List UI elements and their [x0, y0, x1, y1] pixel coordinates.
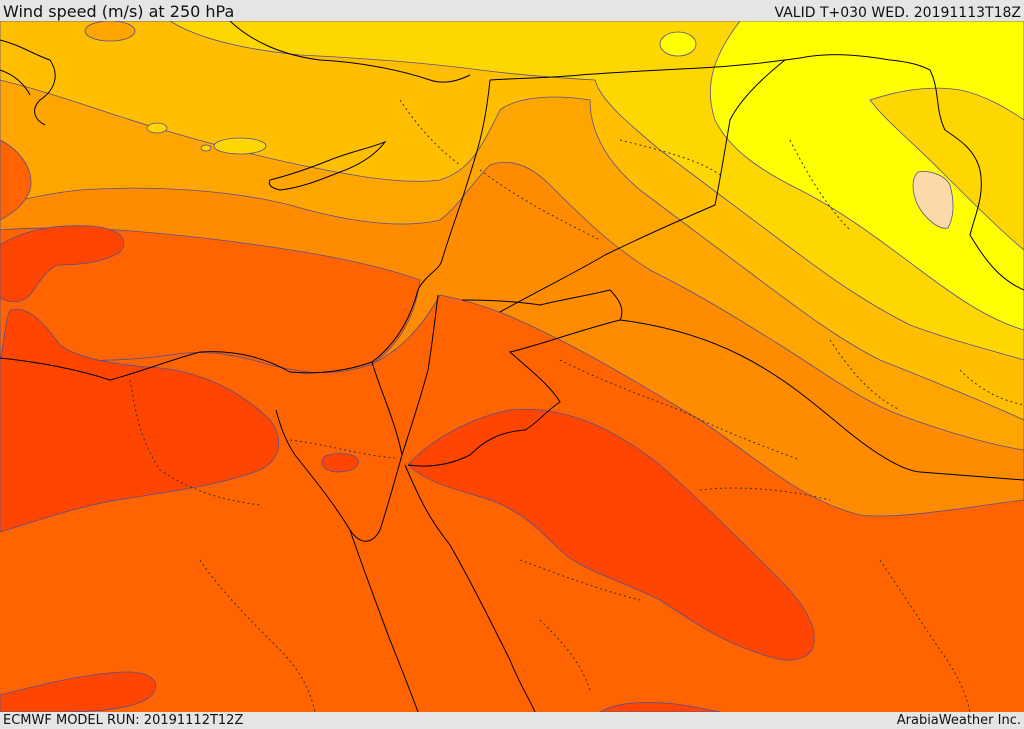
band-amber-island-1: [213, 137, 267, 155]
map-title: Wind speed (m/s) at 250 hPa: [3, 2, 235, 21]
band-red-bottom-left: [0, 671, 156, 712]
map-svg: [0, 21, 1024, 712]
band-orange-red-west: [0, 139, 32, 221]
band-amber-island-3: [200, 144, 212, 152]
band-red-upper-left: [0, 225, 125, 303]
band-amber-island-4: [659, 31, 697, 57]
credit: ArabiaWeather Inc.: [896, 713, 1021, 728]
model-run: ECMWF MODEL RUN: 20191112T12Z: [3, 713, 244, 728]
band-amber-island-5: [84, 21, 136, 42]
internal-boundaries: [129, 99, 1024, 712]
borders: [0, 21, 1024, 712]
band-red-left: [0, 308, 279, 533]
footer-bar: ECMWF MODEL RUN: 20191112T12Z ArabiaWeat…: [0, 712, 1024, 729]
header-bar: Wind speed (m/s) at 250 hPa VALID T+030 …: [0, 0, 1024, 21]
wind-speed-map: [0, 21, 1024, 712]
band-red-main: [407, 408, 815, 661]
band-peach: [912, 171, 954, 229]
band-red-small: [321, 453, 359, 473]
band-orange-red-left: [0, 227, 421, 374]
band-red-bottom-center: [599, 702, 721, 712]
band-amber-island-2: [146, 122, 168, 134]
valid-time: VALID T+030 WED. 20191113T18Z: [774, 5, 1021, 21]
